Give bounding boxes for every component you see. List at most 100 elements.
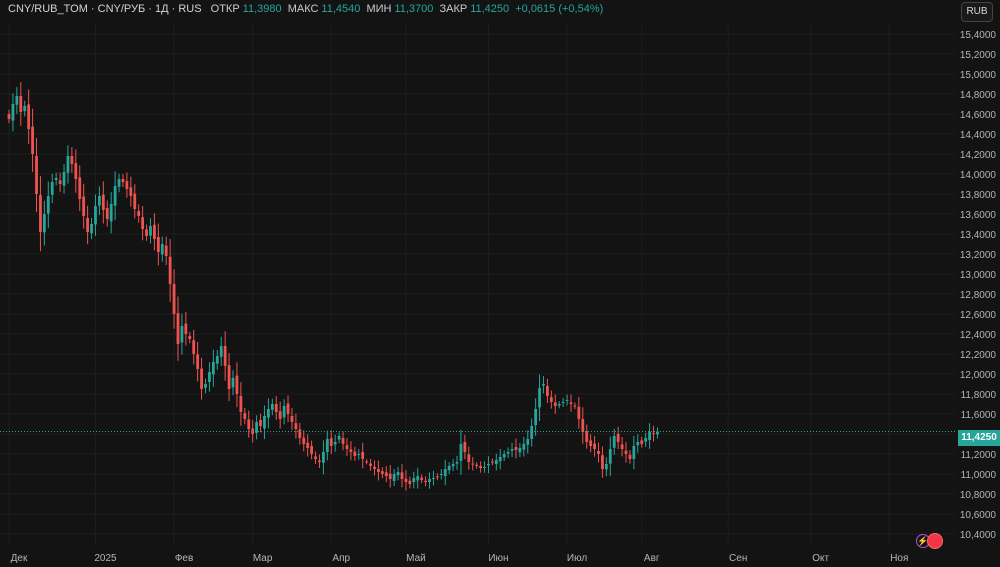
candle-body <box>62 172 66 186</box>
candle-body <box>39 195 42 232</box>
candle-body <box>82 196 86 216</box>
candle-body <box>365 461 369 463</box>
candle-body <box>239 396 243 412</box>
candle-body <box>640 440 644 444</box>
candle-body <box>412 478 416 482</box>
y-tick-label: 13,8000 <box>960 190 997 201</box>
y-tick-label: 13,4000 <box>960 230 997 241</box>
candle-body <box>58 180 62 184</box>
candle-body <box>585 431 589 442</box>
x-tick-label: Окт <box>812 553 829 564</box>
candle-body <box>349 449 353 452</box>
candle-body <box>353 451 357 456</box>
candle-body <box>475 464 479 466</box>
x-tick-label: Июл <box>567 553 587 564</box>
candle-body <box>345 445 349 449</box>
price-axis[interactable]: 10,400010,600010,800011,000011,200011,40… <box>960 30 997 541</box>
candle-body <box>518 448 522 453</box>
y-tick-label: 13,6000 <box>960 210 997 221</box>
y-tick-label: 10,6000 <box>960 510 997 521</box>
y-tick-label: 11,0000 <box>961 470 997 481</box>
currency-button[interactable]: RUB <box>961 2 993 22</box>
symbol-title[interactable]: CNY/RUB_TOM · CNY/РУБ · 1Д · RUS <box>8 3 202 15</box>
grid-lines <box>0 24 955 544</box>
x-tick-label: Ноя <box>890 553 908 564</box>
candle-body <box>333 442 337 445</box>
candle-body <box>565 400 569 401</box>
record-icon[interactable] <box>927 533 943 549</box>
candle-body <box>546 386 549 396</box>
candle-body <box>337 436 341 440</box>
candle-body <box>90 224 93 234</box>
x-tick-label: Апр <box>332 553 350 564</box>
candle-body <box>215 356 219 364</box>
candle-body <box>483 467 486 468</box>
candle-body <box>636 442 640 446</box>
candle-body <box>176 313 180 344</box>
y-tick-label: 15,4000 <box>960 30 997 41</box>
candle-body <box>577 406 581 419</box>
candle-body <box>113 186 117 206</box>
candle-body <box>656 431 659 435</box>
x-tick-label: Сен <box>729 553 747 564</box>
candle-body <box>628 454 632 459</box>
change-value: +0,0615 (+0,54%) <box>515 3 604 15</box>
candle-body <box>361 452 365 459</box>
candle-body <box>467 454 471 462</box>
candle-body <box>428 479 431 482</box>
candle-body <box>549 397 553 402</box>
candle-body <box>494 460 498 464</box>
candle-body <box>86 218 89 232</box>
y-tick-label: 11,2000 <box>961 450 997 461</box>
candle-body <box>274 404 278 412</box>
candle-body <box>538 388 541 408</box>
candle-body <box>164 245 168 256</box>
high-label: МАКС <box>287 3 319 15</box>
candle-body <box>188 336 192 339</box>
candle-body <box>581 419 585 432</box>
time-axis[interactable]: Дек 2025 Фев Мар Апр Май Июн Июл Авг Сен Окт Ноя <box>11 553 909 564</box>
y-tick-label: 12,4000 <box>960 330 997 341</box>
y-tick-label: 10,8000 <box>960 490 997 501</box>
candle-body <box>624 450 628 454</box>
candle-body <box>498 457 502 462</box>
candle-body <box>19 96 23 112</box>
candle-body <box>290 416 294 422</box>
close-value: 11,4250 <box>470 3 510 15</box>
candle-body <box>553 402 557 406</box>
candle-body <box>318 460 321 462</box>
candle-body <box>648 432 651 440</box>
candle-body <box>380 471 384 474</box>
high-value: 11,4540 <box>321 3 361 15</box>
open-value: 11,3980 <box>242 3 282 15</box>
candle-body <box>235 375 239 394</box>
candle-body <box>404 478 408 482</box>
candle-body <box>526 439 530 445</box>
candle-body <box>322 452 325 463</box>
candle-body <box>145 229 148 236</box>
candle-body <box>400 472 404 479</box>
candle-body <box>455 462 459 464</box>
x-tick-label: Мар <box>253 553 273 564</box>
low-value: 11,3700 <box>394 3 434 15</box>
candle-body <box>74 163 78 179</box>
candle-body <box>620 444 624 449</box>
candle-body <box>255 422 258 433</box>
candle-body <box>557 404 561 406</box>
candle-body <box>121 179 125 182</box>
y-tick-label: 10,4000 <box>960 530 997 541</box>
candle-body <box>589 440 593 446</box>
candle-body <box>125 181 129 189</box>
candle-body <box>479 466 482 468</box>
candle-body <box>156 237 160 252</box>
candle-body <box>490 461 494 463</box>
candle-body <box>502 454 506 458</box>
candle-body <box>66 156 70 173</box>
y-tick-label: 11,6000 <box>961 410 997 421</box>
candle-body <box>50 182 54 195</box>
candle-body <box>94 206 97 225</box>
candle-body <box>420 477 424 480</box>
candle-body <box>192 340 196 354</box>
y-tick-label: 14,0000 <box>960 170 997 181</box>
